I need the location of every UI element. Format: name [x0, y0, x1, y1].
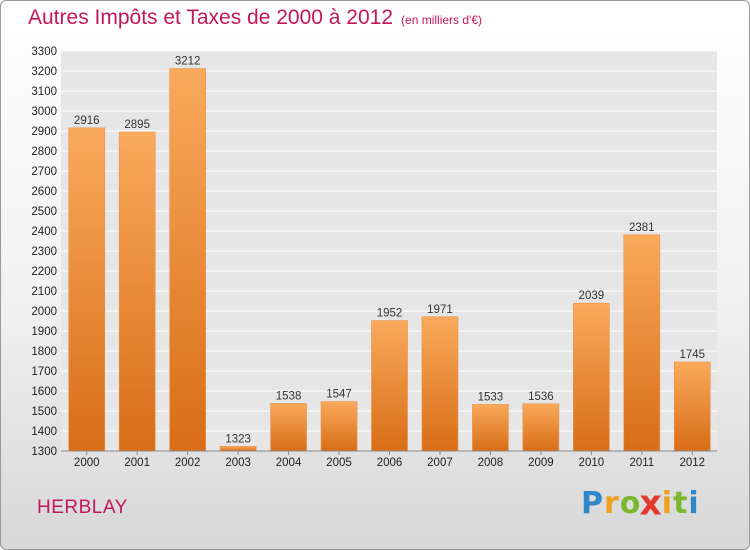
- chart-title: Autres Impôts et Taxes de 2000 à 2012 (en…: [28, 6, 482, 30]
- y-tick-label: 1800: [31, 346, 57, 358]
- x-tick-label-2007: 2007: [427, 457, 453, 469]
- y-tick-label: 2200: [31, 266, 57, 278]
- y-tick-label: 2600: [31, 186, 57, 198]
- y-tick-label: 1400: [31, 426, 57, 438]
- y-tick-label: 1300: [31, 446, 57, 458]
- chart-title-main: Autres Impôts et Taxes de 2000 à 2012: [28, 6, 394, 29]
- y-tick-label: 3000: [31, 106, 57, 118]
- bar-2004: [270, 403, 307, 452]
- logo-letter: o: [619, 486, 642, 521]
- value-label-2010: 2039: [579, 290, 605, 302]
- y-tick-label: 2900: [31, 126, 57, 138]
- bar-2007: [421, 316, 459, 452]
- logo-letter: i: [688, 486, 700, 521]
- bars: [68, 68, 711, 452]
- value-label-2012: 1745: [679, 349, 705, 361]
- proxiti-logo[interactable]: Proxiti: [581, 483, 700, 524]
- bar-2001: [118, 131, 156, 452]
- bar-2002: [169, 68, 206, 452]
- x-tick-label-2012: 2012: [679, 457, 705, 469]
- logo-letter: x: [639, 483, 664, 524]
- value-label-2004: 1538: [276, 390, 302, 402]
- logo-letter: t: [673, 486, 689, 521]
- bar-2011: [623, 234, 661, 452]
- y-tick-label: 2100: [31, 286, 57, 298]
- bar-2000: [68, 127, 106, 452]
- y-tick-label: 2500: [31, 206, 57, 218]
- value-label-2005: 1547: [326, 389, 352, 401]
- value-label-2006: 1952: [377, 308, 403, 320]
- x-tick-label-2011: 2011: [629, 457, 654, 469]
- value-label-2008: 1533: [478, 391, 504, 403]
- y-tick-label: 3200: [31, 66, 57, 78]
- bar-2008: [472, 404, 509, 452]
- x-tick-label-2004: 2004: [276, 457, 302, 469]
- value-label-2011: 2381: [629, 222, 655, 234]
- chart-subtitle: (en milliers d'€): [401, 13, 483, 27]
- x-tick-label-2002: 2002: [175, 457, 201, 469]
- city-name: HERBLAY: [37, 497, 128, 518]
- y-tick-label: 2300: [31, 246, 57, 258]
- x-tick-label-2000: 2000: [74, 457, 100, 469]
- logo-letter: r: [604, 486, 620, 521]
- y-tick-label: 2400: [31, 226, 57, 238]
- bar-2006: [371, 320, 408, 452]
- bar-2005: [320, 401, 358, 452]
- y-tick-label: 2700: [31, 166, 57, 178]
- bar-2010: [573, 302, 610, 452]
- logo-letter: P: [581, 486, 604, 521]
- y-tick-label: 1700: [31, 366, 57, 378]
- x-axis-ticks: 2000 2001 2002 2003 2004 2005 2006 2007 2008 2009…: [74, 451, 705, 469]
- x-tick-label-2005: 2005: [326, 457, 352, 469]
- y-tick-label: 3100: [31, 86, 57, 98]
- value-label-2003: 1323: [225, 433, 251, 445]
- y-tick-label: 1600: [31, 386, 57, 398]
- bar-2003: [219, 446, 257, 452]
- value-label-2007: 1971: [427, 304, 453, 316]
- value-labels: 2916 2895 3212 1323 1538 1547 1952 1971 1533 1536…: [74, 56, 705, 446]
- bar-2012: [673, 361, 711, 452]
- value-label-2009: 1536: [528, 391, 554, 403]
- x-tick-label-2008: 2008: [478, 457, 504, 469]
- x-tick-label-2003: 2003: [225, 457, 251, 469]
- x-tick-label-2006: 2006: [377, 457, 403, 469]
- x-tick-label-2001: 2001: [124, 457, 150, 469]
- value-label-2001: 2895: [124, 119, 150, 131]
- logo-letter: i: [661, 486, 674, 521]
- x-tick-label-2009: 2009: [528, 457, 554, 469]
- y-axis-ticks: 1300 1400 1500 1600 1700 1800 1900 2000 2100 2200…: [31, 46, 57, 458]
- bar-2009: [522, 403, 560, 452]
- y-tick-label: 1500: [31, 406, 57, 418]
- y-tick-label: 2800: [31, 146, 57, 158]
- y-tick-label: 2000: [31, 306, 57, 318]
- value-label-2000: 2916: [74, 115, 100, 127]
- y-tick-label: 3300: [31, 46, 57, 58]
- value-label-2002: 3212: [175, 56, 201, 68]
- y-tick-label: 1900: [31, 326, 57, 338]
- x-tick-label-2010: 2010: [579, 457, 605, 469]
